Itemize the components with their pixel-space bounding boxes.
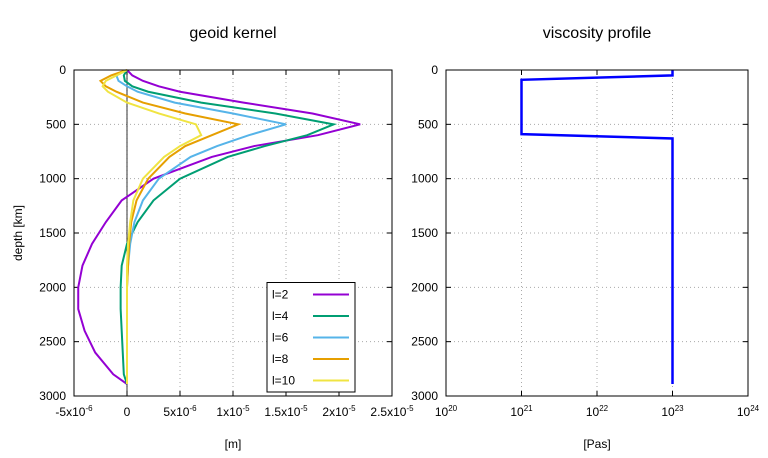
x-tick-label: 1024 — [737, 404, 760, 419]
y-tick-label: 1500 — [411, 226, 438, 240]
series-line — [77, 69, 361, 385]
x-tick-label-base: 1.5x10 — [264, 405, 300, 419]
series-line — [119, 69, 338, 385]
y-axis-label: depth [km] — [11, 205, 25, 261]
x-tick-label: 1.5x10-5 — [264, 404, 308, 419]
y-tick-label: 2500 — [39, 335, 66, 349]
y-tick-label: 3000 — [411, 389, 438, 403]
chart-title: viscosity profile — [543, 25, 652, 42]
x-tick-label-base: -5x10 — [55, 405, 85, 419]
x-tick-label-exponent: 24 — [750, 404, 759, 413]
x-tick-label-base: 10 — [510, 405, 524, 419]
x-tick-label-exponent: -5 — [406, 404, 414, 413]
x-tick-label-exponent: 22 — [599, 404, 608, 413]
x-tick-label: 1023 — [661, 404, 684, 419]
x-tick-label: 2x10-5 — [322, 404, 356, 419]
y-tick-label: 2500 — [411, 335, 438, 349]
y-tick-label: 1000 — [39, 172, 66, 186]
x-tick-label-base: 2.5x10 — [370, 405, 406, 419]
x-tick-label-base: 5x10 — [163, 405, 189, 419]
x-tick-label-base: 10 — [435, 405, 449, 419]
y-tick-label: 3000 — [39, 389, 66, 403]
x-axis-label: [Pas] — [583, 437, 610, 451]
y-tick-label: 0 — [59, 63, 66, 77]
x-tick-label-exponent: -5 — [348, 404, 356, 413]
x-tick-label: 1x10-5 — [216, 404, 250, 419]
legend-label: l=2 — [272, 288, 289, 302]
y-tick-label: 2000 — [411, 280, 438, 294]
x-tick-label: 0 — [124, 405, 131, 419]
x-tick-label-exponent: 20 — [448, 404, 457, 413]
legend-label: l=4 — [272, 309, 289, 323]
x-tick-label: 1021 — [510, 404, 533, 419]
legend-label: l=8 — [272, 352, 289, 366]
y-tick-label: 0 — [431, 63, 438, 77]
x-tick-label-base: 2x10 — [322, 405, 348, 419]
x-tick-label: 1020 — [435, 404, 458, 419]
legend-label: l=6 — [272, 331, 289, 345]
x-tick-label-exponent: -6 — [189, 404, 197, 413]
y-tick-label: 500 — [46, 117, 66, 131]
x-tick-label-exponent: 21 — [524, 404, 533, 413]
series-line — [520, 70, 674, 385]
plot-frame — [73, 69, 393, 397]
y-tick-label: 2000 — [39, 280, 66, 294]
x-tick-label-exponent: -5 — [242, 404, 250, 413]
x-tick-label-base: 10 — [586, 405, 600, 419]
y-tick-label: 1000 — [411, 172, 438, 186]
chart-title: geoid kernel — [189, 25, 276, 42]
x-tick-label: 1022 — [586, 404, 609, 419]
x-tick-label-base: 1x10 — [216, 405, 242, 419]
series-line — [101, 69, 203, 385]
x-tick-label-base: 10 — [737, 405, 751, 419]
x-axis-label: [m] — [225, 437, 242, 451]
x-tick-label: -5x10-6 — [55, 404, 93, 419]
x-tick-label-base: 10 — [661, 405, 675, 419]
y-tick-label: 500 — [418, 117, 438, 131]
legend-label: l=10 — [272, 374, 295, 388]
y-tick-label: 1500 — [39, 226, 66, 240]
x-tick-label: 5x10-6 — [163, 404, 197, 419]
x-tick-label-exponent: -6 — [85, 404, 93, 413]
x-tick-label-exponent: -5 — [300, 404, 308, 413]
x-tick-label: 2.5x10-5 — [370, 404, 414, 419]
plot-frame — [445, 69, 749, 397]
x-tick-label-exponent: 23 — [675, 404, 684, 413]
